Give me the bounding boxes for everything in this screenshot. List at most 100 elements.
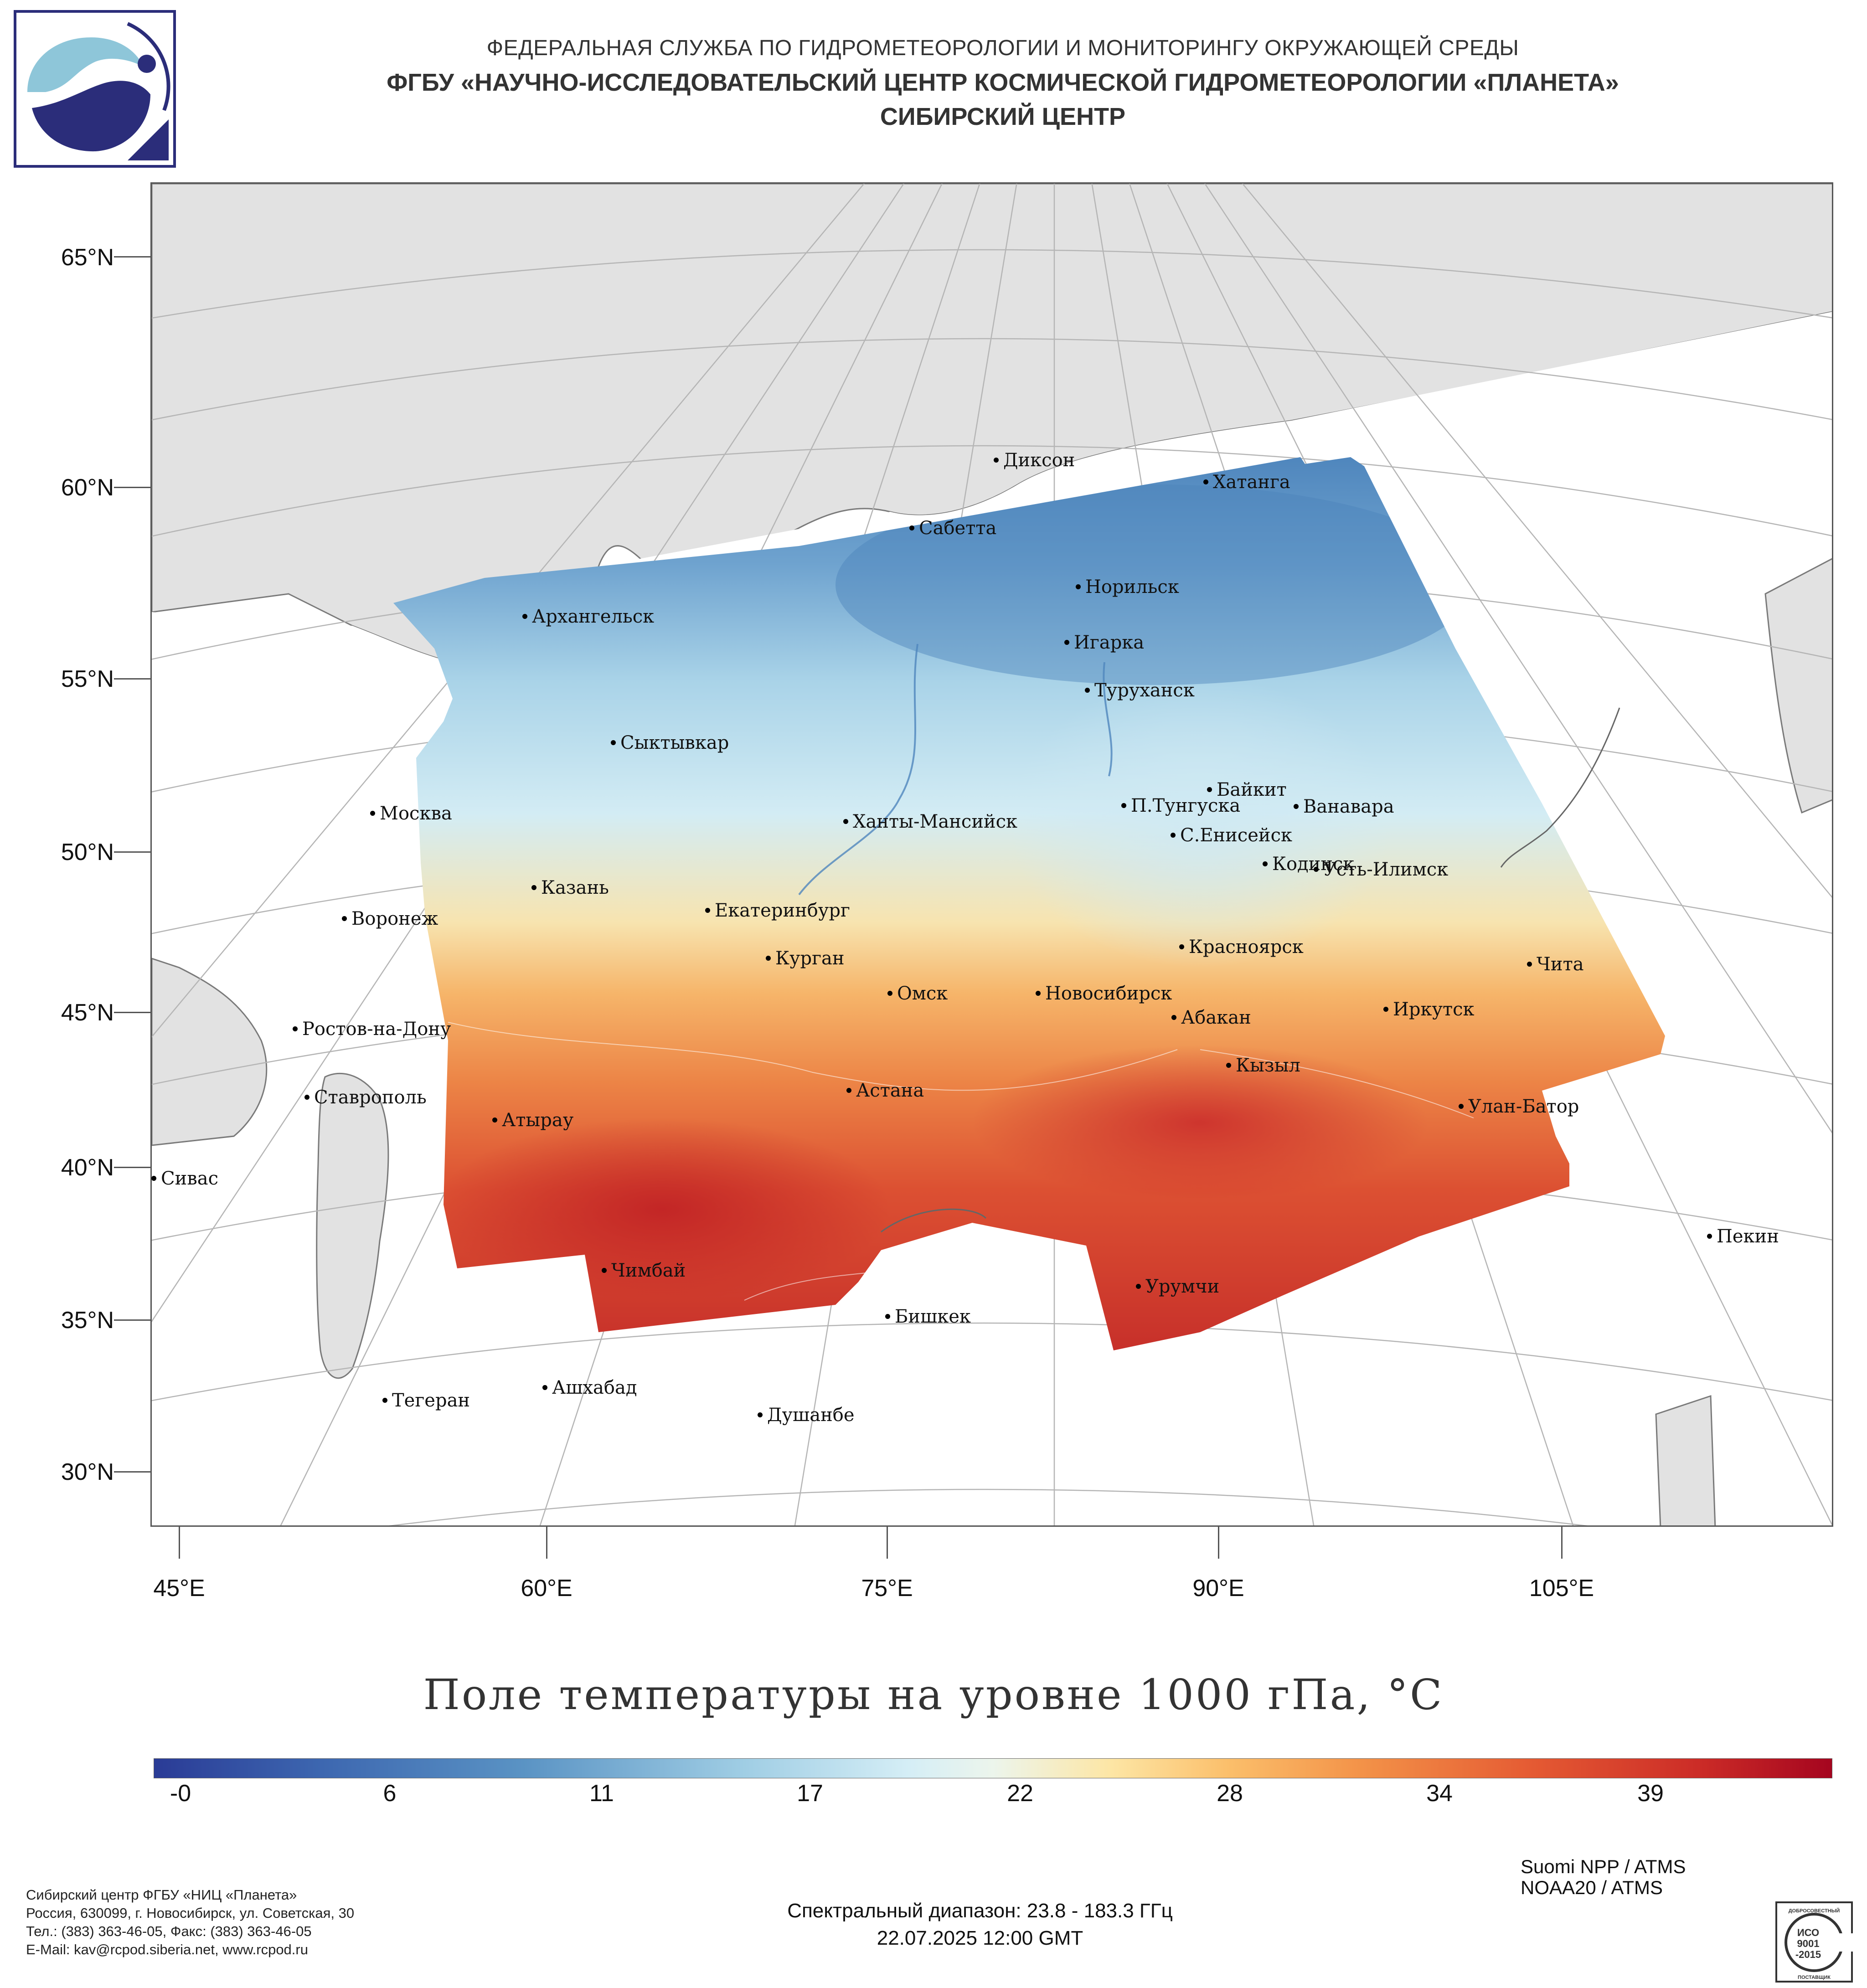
city-marker-icon: [1121, 803, 1126, 808]
footer-datetime: 22.07.2025 12:00 GMT: [877, 1927, 1083, 1949]
lon-tick-105: [1561, 1527, 1563, 1559]
lon-label-45: 45°E: [153, 1575, 205, 1602]
city-marker-icon: [522, 613, 527, 619]
city-marker-icon: [766, 955, 771, 961]
city-marker-icon: [1226, 1062, 1231, 1068]
lat-label-60: 60°N: [61, 474, 114, 501]
city-marker-icon: [1064, 639, 1069, 645]
city-irkutsk: Иркутск: [1383, 999, 1475, 1020]
city-bishkek: Бишкек: [885, 1306, 971, 1327]
lat-label-65: 65°N: [61, 244, 114, 271]
footer-spectral-range: Спектральный диапазон: 23.8 - 183.3 ГГц: [787, 1900, 1173, 1922]
city-moskva: Москва: [370, 803, 452, 824]
city-marker-icon: [602, 1267, 607, 1273]
footer-satellite-1: Suomi NPP / ATMS: [1521, 1856, 1686, 1877]
city-dushanbe: Душанбе: [758, 1405, 855, 1426]
lat-tick-35: [114, 1319, 150, 1321]
city-marker-icon: [1203, 479, 1208, 484]
city-sivas: Сивас: [151, 1168, 218, 1189]
lat-tick-30: [114, 1471, 150, 1473]
city-ashkhabad: Ашхабад: [542, 1377, 637, 1398]
city-sabetta: Сабетта: [909, 518, 996, 539]
city-astana: Астана: [846, 1080, 924, 1101]
lat-tick-45: [114, 1012, 150, 1013]
colorbar-tick: 6: [383, 1780, 397, 1807]
map-panel: [150, 182, 1833, 1527]
city-atyrau: Атырау: [492, 1110, 573, 1131]
lon-tick-60: [546, 1527, 547, 1559]
city-marker-icon: [1707, 1233, 1712, 1239]
city-marker-icon: [843, 819, 848, 824]
city-marker-icon: [542, 1385, 547, 1390]
city-marker-icon: [342, 916, 347, 921]
city-norilsk: Норильск: [1076, 577, 1179, 597]
city-ekaterinburg: Екатеринбург: [705, 900, 850, 921]
city-turukhansk: Туруханск: [1085, 680, 1195, 701]
city-vanavara: Ванавара: [1294, 796, 1394, 817]
colorbar-tick: 28: [1217, 1780, 1243, 1807]
lon-label-75: 75°E: [861, 1575, 913, 1602]
city-voronezh: Воронеж: [342, 908, 438, 929]
city-marker-icon: [1459, 1103, 1464, 1109]
city-marker-icon: [1263, 861, 1268, 866]
lon-tick-45: [179, 1527, 180, 1559]
footer-address: Россия, 630099, г. Новосибирск, ул. Сове…: [26, 1905, 355, 1921]
city-marker-icon: [1179, 944, 1184, 949]
lon-tick-75: [887, 1527, 888, 1559]
city-marker-icon: [304, 1094, 309, 1100]
city-ust-ilimsk: Усть-Илимск: [1314, 859, 1448, 880]
city-marker-icon: [887, 990, 892, 996]
city-kurgan: Курган: [766, 948, 845, 969]
map-title: Поле температуры на уровне 1000 гПа, °С: [423, 1670, 1444, 1719]
city-marker-icon: [1383, 1006, 1388, 1012]
city-marker-icon: [1294, 803, 1299, 809]
city-khanty-mansiysk: Ханты-Мансийск: [843, 811, 1017, 832]
lat-label-40: 40°N: [61, 1154, 114, 1181]
lat-label-50: 50°N: [61, 839, 114, 865]
city-marker-icon: [846, 1087, 851, 1093]
lat-label-55: 55°N: [61, 666, 114, 692]
city-pekin: Пекин: [1707, 1226, 1779, 1247]
city-abakan: Абакан: [1171, 1007, 1251, 1028]
city-marker-icon: [293, 1026, 298, 1031]
colorbar-tick: 34: [1426, 1780, 1453, 1807]
svg-text:ДОБРОСОВЕСТНЫЙ: ДОБРОСОВЕСТНЫЙ: [1789, 1908, 1840, 1914]
lon-label-105: 105°E: [1529, 1575, 1594, 1602]
city-s-eniseysk: С.Енисейск: [1171, 825, 1292, 846]
city-arkhangelsk: Архангельск: [522, 606, 654, 627]
city-dikson: Диксон: [994, 450, 1075, 471]
city-marker-icon: [151, 1175, 156, 1181]
lat-tick-60: [114, 487, 150, 488]
city-kazan: Казань: [531, 877, 609, 898]
lat-tick-55: [114, 678, 150, 680]
city-marker-icon: [1171, 1015, 1176, 1020]
colorbar-tick: 22: [1007, 1780, 1033, 1807]
footer-satellite-2: NOAA20 / ATMS: [1521, 1877, 1663, 1898]
city-marker-icon: [370, 810, 375, 816]
footer-email: E-Mail: kav@rcpod.siberia.net, www.rcpod…: [26, 1942, 308, 1957]
city-marker-icon: [1527, 961, 1532, 967]
lat-tick-65: [114, 256, 150, 258]
header-institute-line: ФГБУ «НАУЧНО-ИССЛЕДОВАТЕЛЬСКИЙ ЦЕНТР КОС…: [387, 69, 1619, 96]
header-agency-line: ФЕДЕРАЛЬНАЯ СЛУЖБА ПО ГИДРОМЕТЕОРОЛОГИИ …: [486, 36, 1519, 60]
city-marker-icon: [531, 885, 536, 890]
city-omsk: Омск: [887, 983, 948, 1004]
colorbar-tick: 39: [1637, 1780, 1664, 1807]
lon-label-90: 90°E: [1192, 1575, 1244, 1602]
lat-label-45: 45°N: [61, 999, 114, 1026]
city-marker-icon: [909, 525, 914, 530]
city-marker-icon: [1085, 687, 1090, 693]
footer-phone: Тел.: (383) 363-46-05, Факс: (383) 363-4…: [26, 1923, 312, 1939]
footer-org-name: Сибирский центр ФГБУ «НИЦ «Планета»: [26, 1887, 297, 1903]
lon-tick-90: [1218, 1527, 1219, 1559]
city-marker-icon: [1171, 832, 1176, 838]
city-marker-icon: [705, 907, 710, 913]
city-marker-icon: [1076, 584, 1081, 589]
temperature-colorbar: [154, 1758, 1832, 1778]
svg-text:ИСО: ИСО: [1797, 1927, 1819, 1938]
city-tegeran: Тегеран: [382, 1390, 470, 1411]
header-center-line: СИБИРСКИЙ ЦЕНТР: [880, 103, 1126, 130]
city-marker-icon: [611, 740, 616, 745]
lat-label-35: 35°N: [61, 1307, 114, 1334]
colorbar-tick: 17: [797, 1780, 823, 1807]
